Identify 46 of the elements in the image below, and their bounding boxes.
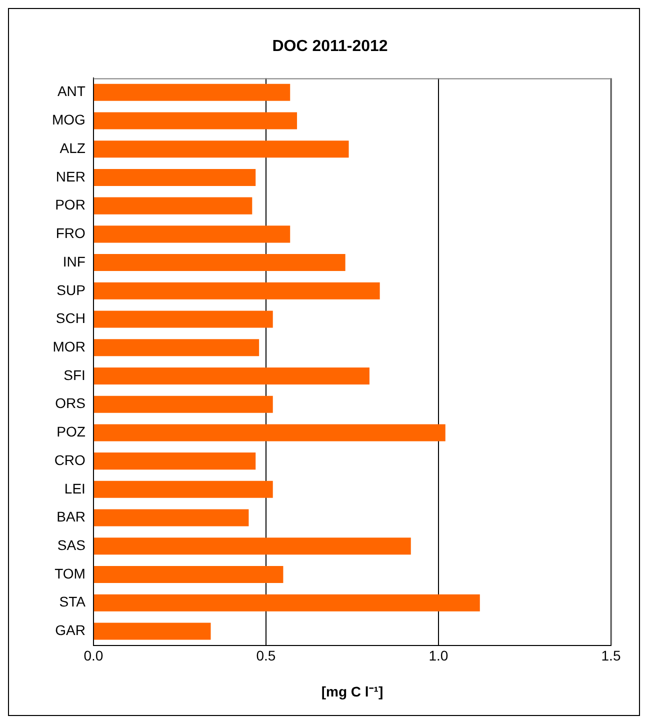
y-tick-label: NER [56, 168, 86, 184]
y-tick-label: STA [59, 594, 86, 610]
y-tick-label: SUP [56, 282, 86, 298]
bar [94, 112, 298, 130]
x-tick-label: 0.5 [256, 648, 276, 664]
x-tick-label: 1.0 [428, 648, 448, 664]
y-tick-label: ORS [55, 395, 86, 412]
bar [94, 254, 346, 272]
bar [94, 310, 273, 328]
y-tick-label: INF [62, 253, 86, 270]
bar [94, 282, 380, 300]
bar [94, 538, 411, 555]
bar [94, 140, 349, 158]
chart-title: DOC 2011-2012 [272, 38, 388, 56]
bar [94, 424, 446, 442]
y-tick-label: MOG [52, 112, 86, 128]
y-tick-label: SFI [64, 366, 86, 383]
y-tick-label: ANT [57, 83, 86, 100]
y-tick-label: LEI [64, 480, 86, 496]
y-tick-label: BAR [56, 508, 86, 525]
y-tick-label: POZ [56, 424, 86, 440]
x-tick-label: 1.5 [601, 648, 621, 664]
x-tick-label: 0.0 [84, 648, 104, 664]
bar [94, 452, 256, 470]
bar [94, 566, 284, 584]
bar [94, 509, 249, 526]
bar [94, 168, 256, 186]
bar [94, 226, 290, 243]
bar [94, 367, 370, 384]
y-tick-label: POR [55, 196, 86, 213]
y-tick-label: CRO [54, 452, 86, 468]
y-tick-label: GAR [55, 622, 86, 638]
bar [94, 594, 480, 612]
bar [94, 339, 260, 356]
y-tick-label: MOR [52, 338, 86, 354]
x-axis-title: [mg C l⁻¹] [321, 683, 384, 700]
bar [94, 622, 211, 640]
y-tick-label: SCH [56, 310, 86, 326]
y-tick-label: SAS [57, 537, 86, 553]
bar [94, 480, 273, 498]
bar [94, 396, 273, 413]
bar [94, 197, 252, 214]
y-tick-label: FRO [56, 225, 86, 242]
bar [94, 84, 290, 101]
y-tick-label: TOM [54, 565, 86, 582]
y-tick-label: ALZ [60, 140, 86, 156]
